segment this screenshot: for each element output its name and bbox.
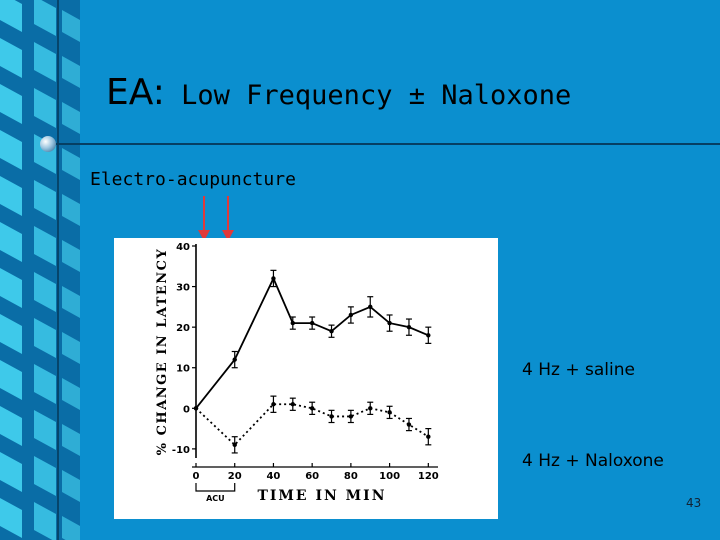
- strip-tile: [34, 180, 56, 220]
- data-point: [271, 402, 276, 407]
- x-tick-label: 20: [228, 471, 242, 482]
- strip-tile: [34, 364, 56, 404]
- slide-title: EA: Low Frequency ± Naloxone: [106, 72, 571, 113]
- y-tick-label: -10: [172, 445, 190, 456]
- strip-tile: [34, 318, 56, 358]
- chart-panel: -10 0 10 20 30 40 0 20 40 60 80 100 120 % CHANGE IN …: [114, 238, 498, 519]
- strip-tile: [62, 378, 80, 410]
- x-tick-label: 60: [305, 471, 319, 482]
- data-point: [329, 329, 334, 334]
- strip-tile: [62, 148, 80, 180]
- data-point: [309, 406, 315, 411]
- data-point: [232, 357, 237, 362]
- strip-tiles: [0, 0, 80, 540]
- data-point: [290, 402, 295, 407]
- x-tick-label: 120: [418, 471, 439, 482]
- strip-tile: [34, 272, 56, 312]
- strip-tile: [0, 452, 22, 492]
- x-tick-label: 0: [193, 471, 200, 482]
- data-point: [271, 276, 276, 281]
- series-line: [195, 403, 429, 447]
- data-point: [387, 320, 392, 326]
- strip-tile: [34, 226, 56, 266]
- strip-tile: [0, 84, 22, 124]
- strip-tile: [0, 406, 22, 446]
- strip-tile: [0, 130, 22, 170]
- strip-tile: [62, 516, 80, 540]
- acu-bracket-label: ACU: [206, 494, 225, 503]
- legend-saline: 4 Hz + saline: [522, 360, 635, 380]
- strip-tile: [62, 10, 80, 42]
- legend-naloxone: 4 Hz + Naloxone: [522, 451, 664, 471]
- x-tick-label: 80: [344, 471, 358, 482]
- y-axis-label: % CHANGE IN LATENCY: [155, 248, 170, 456]
- strip-tile: [0, 268, 22, 308]
- strip-tile: [62, 102, 80, 134]
- chart-series: [193, 269, 432, 454]
- data-point: [368, 406, 373, 411]
- strip-tile: [0, 222, 22, 262]
- strip-tile: [34, 456, 56, 496]
- data-point: [368, 304, 373, 310]
- strip-tile: [0, 498, 22, 538]
- strip-tile: [0, 38, 22, 78]
- title-prefix: EA:: [106, 72, 165, 113]
- strip-tile: [62, 332, 80, 364]
- strip-tile: [62, 240, 80, 272]
- series-line: [195, 276, 429, 409]
- decorative-strip: [0, 0, 80, 540]
- series-naloxone: [193, 395, 432, 454]
- strip-tile: [0, 176, 22, 216]
- data-point: [329, 414, 334, 419]
- strip-tile: [34, 410, 56, 450]
- data-point: [426, 434, 431, 439]
- data-point: [193, 406, 199, 411]
- data-point: [348, 414, 354, 419]
- strip-tile: [0, 0, 22, 32]
- y-tick-label: 0: [183, 404, 190, 415]
- arrow-down-icon: [222, 196, 234, 241]
- chart-axes: -10 0 10 20 30 40 0 20 40 60 80 100 120: [172, 242, 439, 492]
- y-tick-label: 20: [176, 323, 190, 334]
- slide-number: 43: [686, 496, 702, 510]
- strip-tile: [0, 314, 22, 354]
- title-rest: Low Frequency ± Naloxone: [164, 80, 572, 111]
- y-tick-label: 10: [176, 364, 190, 375]
- strip-tile: [34, 502, 56, 540]
- strip-tile: [62, 424, 80, 456]
- strip-tile: [62, 194, 80, 226]
- strip-tile: [34, 0, 56, 36]
- x-tick-label: 40: [266, 471, 280, 482]
- arrow-down-icon: [198, 196, 210, 241]
- acu-bracket: [195, 483, 236, 492]
- strip-tile: [0, 360, 22, 400]
- y-tick-label: 40: [176, 242, 190, 253]
- x-tick-label: 100: [379, 471, 400, 482]
- title-divider: [48, 143, 720, 145]
- data-point: [426, 333, 431, 338]
- x-axis-label: TIME IN MIN: [257, 488, 386, 504]
- title-bullet-dot: [40, 136, 56, 152]
- latency-chart: -10 0 10 20 30 40 0 20 40 60 80 100 120 % CHANGE IN …: [155, 242, 439, 504]
- strip-background: [0, 0, 80, 540]
- strip-tile: [62, 286, 80, 318]
- data-point: [406, 324, 412, 330]
- strip-tile: [62, 470, 80, 502]
- strip-tile: [34, 88, 56, 128]
- y-tick-label: 30: [176, 283, 190, 294]
- data-point: [290, 320, 295, 326]
- data-point: [309, 320, 315, 326]
- data-point: [406, 422, 412, 427]
- data-point: [232, 442, 237, 448]
- series-saline: [193, 269, 432, 411]
- data-point: [348, 312, 354, 318]
- data-point: [387, 410, 392, 415]
- strip-tile: [62, 56, 80, 88]
- subtitle: Electro-acupuncture: [90, 169, 296, 190]
- strip-tile: [34, 42, 56, 82]
